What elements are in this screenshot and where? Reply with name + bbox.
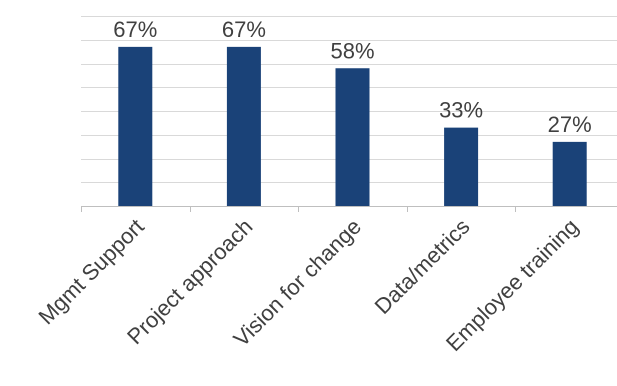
category-label: Mgmt Support	[33, 214, 148, 329]
data-label: 58%	[330, 38, 374, 63]
category-label: Data/metrics	[370, 214, 475, 319]
bar	[335, 68, 370, 206]
bars	[118, 46, 587, 206]
data-label: 27%	[548, 112, 592, 137]
bar	[226, 46, 261, 206]
data-label: 67%	[222, 17, 266, 42]
data-label: 67%	[113, 17, 157, 42]
bar	[444, 127, 479, 206]
bar	[552, 141, 587, 206]
data-label: 33%	[439, 98, 483, 123]
x-axis	[81, 206, 617, 212]
data-labels: 67% 67% 58% 33% 27%	[113, 17, 591, 137]
bar	[118, 46, 153, 206]
